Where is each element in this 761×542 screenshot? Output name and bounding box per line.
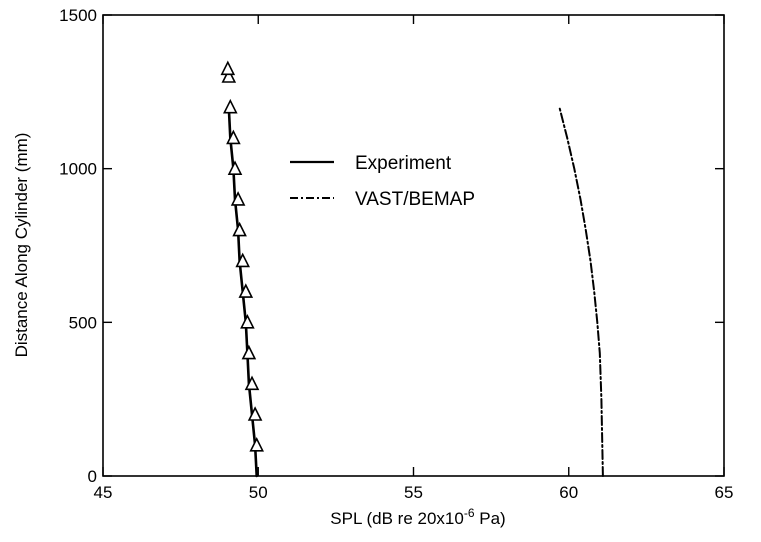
legend-label-experiment: Experiment <box>355 153 452 174</box>
x-axis-title-main: SPL (dB re 20x10 <box>330 509 464 528</box>
series-line-vast-bemap <box>558 106 604 477</box>
experiment-triangle-marker <box>230 191 246 206</box>
experiment-triangle-marker <box>247 406 263 421</box>
y-tick-label-0: 0 <box>88 467 97 486</box>
experiment-triangle-marker <box>238 283 254 298</box>
x-tick-label-45: 45 <box>94 483 113 502</box>
x-tick-label-50: 50 <box>249 483 268 502</box>
series-layer <box>220 60 604 478</box>
experiment-triangle-marker <box>240 314 255 329</box>
plot-frame <box>102 14 725 477</box>
experiment-triangle-marker <box>223 98 238 114</box>
y-tick-label-1500: 1500 <box>59 6 97 25</box>
experiment-triangle-marker <box>226 129 241 145</box>
experiment-triangle-marker <box>220 60 236 76</box>
y-axis-title: Distance Along Cylinder (mm) <box>12 133 31 358</box>
experiment-triangle-marker <box>241 344 257 360</box>
plot-frame-layer <box>102 14 725 477</box>
y-tick-label-500: 500 <box>69 313 97 332</box>
experiment-triangle-marker <box>235 252 250 268</box>
x-axis-title: SPL (dB re 20x10-6 Pa) <box>330 506 505 528</box>
experiment-triangle-marker <box>221 68 237 83</box>
legend-label-vast-bemap: VAST/BEMAP <box>355 189 475 210</box>
x-axis-title-suffix: Pa) <box>475 509 506 528</box>
experiment-triangle-marker <box>244 375 260 391</box>
x-tick-label-60: 60 <box>559 483 578 502</box>
experiment-triangle-marker <box>227 160 243 175</box>
y-tick-label-1000: 1000 <box>59 160 97 179</box>
x-tick-label-55: 55 <box>404 483 423 502</box>
experiment-triangle-marker <box>232 221 247 237</box>
x-axis-title-superscript: -6 <box>464 506 475 520</box>
x-tick-label-65: 65 <box>715 483 734 502</box>
experiment-triangle-marker <box>249 437 264 452</box>
legend: Experiment VAST/BEMAP <box>290 153 475 210</box>
tick-layer: 45 50 55 60 65 0 500 1000 1500 <box>59 6 733 502</box>
